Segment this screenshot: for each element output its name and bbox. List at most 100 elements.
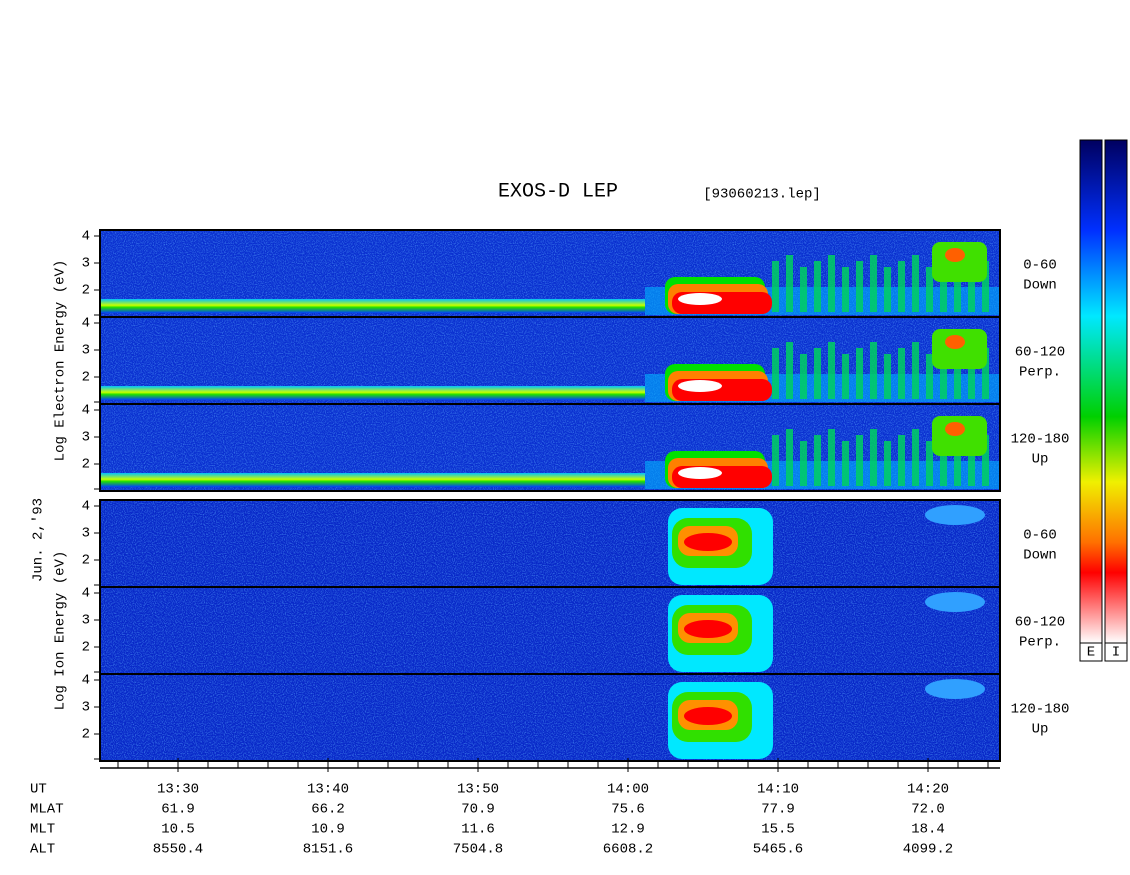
y-axis-label: Log Electron Energy (eV): [53, 260, 69, 462]
ephemeris-value: 61.9: [161, 802, 195, 818]
y-tick-label: 2: [82, 370, 90, 386]
ephemeris-value: 7504.8: [453, 842, 503, 858]
spectrum-features: [100, 242, 1000, 315]
panel-frame: [99, 403, 1001, 492]
blob: [945, 422, 965, 436]
ephemeris-value: 10.9: [311, 822, 345, 838]
ephemeris-value: 5465.6: [753, 842, 803, 858]
y-tick-label: 2: [82, 457, 90, 473]
ephemeris-name: MLAT: [30, 802, 64, 818]
blob: [684, 620, 732, 638]
panel-direction: Perp.: [1019, 635, 1061, 651]
streak: [828, 429, 835, 486]
streak: [940, 261, 947, 312]
streak: [982, 348, 989, 399]
streak: [968, 267, 975, 312]
ephemeris-value: 15.5: [761, 822, 795, 838]
streak: [912, 255, 919, 312]
spectrogram-noise: [100, 587, 1000, 674]
streak: [954, 255, 961, 312]
blob: [678, 467, 722, 479]
ephemeris-value: 12.9: [611, 822, 645, 838]
streak: [772, 435, 779, 486]
blob: [945, 335, 965, 349]
y-tick-label: 4: [82, 403, 90, 419]
streak: [982, 435, 989, 486]
streak: [898, 348, 905, 399]
blob: [684, 707, 732, 725]
streak: [898, 261, 905, 312]
colorbar-i: [1104, 139, 1128, 644]
y-tick-label: 3: [82, 430, 90, 446]
panel-angle: 60-120: [1015, 615, 1065, 631]
y-tick-label: 2: [82, 283, 90, 299]
date-label: Jun. 2,'93: [31, 498, 47, 582]
blob: [945, 248, 965, 262]
streak: [842, 267, 849, 312]
blob: [932, 416, 987, 456]
blob: [925, 592, 985, 612]
streak: [912, 429, 919, 486]
y-tick-label: 4: [82, 316, 90, 332]
streak: [828, 342, 835, 399]
panel-angle: 0-60: [1023, 258, 1057, 274]
ephemeris-value: 66.2: [311, 802, 345, 818]
spectrum-features: [668, 592, 985, 672]
blob: [932, 242, 987, 282]
blob: [925, 679, 985, 699]
streak: [814, 261, 821, 312]
streak: [954, 429, 961, 486]
streak: [786, 255, 793, 312]
ephemeris-name: ALT: [30, 842, 55, 858]
y-tick-label: 2: [82, 727, 90, 743]
y-tick-label: 4: [82, 586, 90, 602]
streak: [982, 261, 989, 312]
ephemeris-value: 4099.2: [903, 842, 953, 858]
blob: [684, 533, 732, 551]
ephemeris-value: 6608.2: [603, 842, 653, 858]
streak: [884, 267, 891, 312]
spectrum-features: [668, 679, 985, 759]
blob: [932, 329, 987, 369]
ephemeris-value: 11.6: [461, 822, 495, 838]
streak: [884, 441, 891, 486]
streak: [786, 429, 793, 486]
spectrogram-noise: [100, 674, 1000, 761]
time-label: 14:10: [757, 782, 799, 798]
y-tick-label: 4: [82, 673, 90, 689]
time-label: 14:20: [907, 782, 949, 798]
streak: [786, 342, 793, 399]
panel-angle: 120-180: [1011, 432, 1070, 448]
spectrogram-noise: [100, 500, 1000, 587]
band: [100, 299, 645, 313]
y-axis-label: Log Ion Energy (eV): [53, 551, 69, 711]
spectrum-features: [100, 416, 1000, 489]
streak: [856, 435, 863, 486]
streak: [870, 429, 877, 486]
band: [100, 386, 645, 400]
ephemeris-value: 8151.6: [303, 842, 353, 858]
y-tick-label: 3: [82, 613, 90, 629]
ephemeris-value: 8550.4: [153, 842, 203, 858]
panel-direction: Down: [1023, 278, 1057, 294]
streak: [800, 441, 807, 486]
y-tick-label: 3: [82, 700, 90, 716]
blob: [678, 380, 722, 392]
ephemeris-name: UT: [30, 782, 47, 798]
spectrum-features: [100, 329, 1000, 402]
band: [100, 473, 645, 487]
streak: [800, 354, 807, 399]
title: EXOS-D LEP: [498, 180, 618, 203]
streak: [940, 348, 947, 399]
colorbar-label: E: [1087, 645, 1095, 661]
time-label: 13:40: [307, 782, 349, 798]
ephemeris-value: 75.6: [611, 802, 645, 818]
colorbars: E I: [1079, 139, 1128, 662]
spectrum-features: [668, 505, 985, 585]
y-tick-label: 2: [82, 640, 90, 656]
streak: [968, 354, 975, 399]
ephemeris-value: 72.0: [911, 802, 945, 818]
colorbar-box: [1104, 642, 1128, 662]
streak: [842, 441, 849, 486]
panel-direction: Perp.: [1019, 365, 1061, 381]
